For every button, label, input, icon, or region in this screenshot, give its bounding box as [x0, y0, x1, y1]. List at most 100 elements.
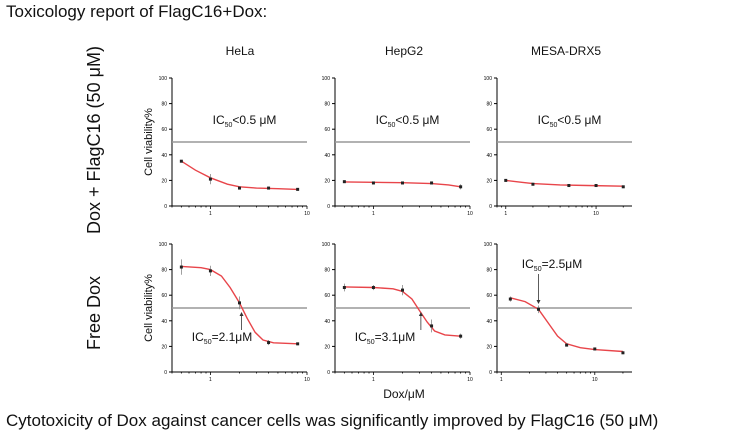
data-point: [208, 269, 212, 273]
y-axis-label: Cell viability%: [143, 274, 155, 342]
ic50-arrowhead: [239, 312, 244, 316]
x-tick-label: 10: [304, 377, 310, 383]
panel-3: 0 20 40 60 80 100 1 10 Cell viability% IC50=2.1μM: [143, 242, 310, 383]
data-point: [342, 180, 346, 184]
figure-caption: Cytotoxicity of Dox against cancer cells…: [6, 411, 659, 430]
y-tick-label: 0: [327, 204, 330, 210]
y-tick-label: 100: [484, 242, 493, 248]
y-tick-label: 60: [486, 127, 492, 133]
ic50-label: IC50<0.5 μM: [376, 113, 440, 129]
data-point: [508, 297, 512, 301]
ic50-label: IC50=2.5μM: [522, 257, 582, 273]
data-point: [208, 177, 212, 181]
y-tick-label: 60: [161, 293, 167, 299]
data-point: [238, 301, 241, 305]
x-tick-label: 10: [467, 211, 473, 217]
y-tick-label: 40: [161, 153, 167, 159]
data-point: [536, 307, 540, 311]
y-tick-label: 20: [161, 178, 167, 184]
y-tick-label: 20: [324, 344, 330, 350]
panel-0: 0 20 40 60 80 100 1 10 Cell viability% IC50<0.5 μ…: [143, 76, 310, 217]
data-point: [430, 324, 434, 328]
y-tick-label: 80: [161, 268, 167, 274]
y-tick-label: 100: [322, 242, 331, 248]
data-point: [504, 178, 508, 182]
x-axis-label: Dox/μM: [383, 387, 425, 401]
data-point: [621, 185, 625, 189]
fit-curve: [344, 286, 461, 337]
fit-curve: [505, 179, 624, 187]
x-tick-label: 1: [209, 377, 212, 383]
y-tick-label: 80: [161, 102, 167, 108]
ic50-label: IC50<0.5 μM: [213, 113, 277, 129]
data-point: [621, 351, 625, 355]
data-point: [459, 334, 463, 338]
data-point: [430, 181, 434, 185]
fit-curve: [510, 297, 623, 353]
y-tick-label: 60: [161, 127, 167, 133]
y-tick-label: 20: [324, 178, 330, 184]
y-tick-label: 40: [161, 319, 167, 325]
y-tick-label: 40: [486, 319, 492, 325]
y-tick-label: 100: [484, 76, 493, 82]
data-point: [565, 343, 569, 347]
data-point: [594, 184, 598, 188]
y-tick-label: 60: [324, 127, 330, 133]
y-tick-label: 0: [327, 370, 330, 376]
y-tick-label: 60: [486, 293, 492, 299]
y-tick-label: 40: [486, 153, 492, 159]
y-tick-label: 80: [486, 102, 492, 108]
x-tick-label: 10: [467, 377, 473, 383]
y-tick-label: 40: [324, 153, 330, 159]
data-point: [238, 186, 241, 190]
y-tick-label: 40: [324, 319, 330, 325]
y-tick-label: 80: [324, 268, 330, 274]
data-point: [371, 181, 375, 185]
x-tick-label: 10: [304, 211, 310, 217]
x-tick-label: 1: [372, 211, 375, 217]
ic50-arrowhead: [418, 312, 423, 316]
fit-curve: [181, 160, 298, 191]
column-label-mesa-drx5: MESA-DRX5: [530, 44, 602, 58]
data-point: [296, 187, 300, 191]
data-point: [179, 159, 183, 163]
ic50-label: IC50<0.5 μM: [538, 113, 602, 129]
panel-1: 0 20 40 60 80 100 1 10 IC50<0.5 μM: [322, 76, 473, 217]
data-point: [459, 185, 463, 189]
data-point: [267, 341, 271, 345]
y-tick-label: 20: [486, 178, 492, 184]
y-tick-label: 0: [489, 204, 492, 210]
y-tick-label: 100: [159, 76, 168, 82]
x-tick-label: 10: [592, 377, 598, 383]
column-label-hela: HeLa: [225, 44, 255, 58]
y-axis-label: Cell viability%: [143, 108, 155, 176]
data-point: [267, 186, 271, 190]
data-point: [401, 181, 404, 185]
data-point: [342, 286, 346, 290]
panel-2: 0 20 40 60 80 100 1 10 IC50<0.5 μM: [484, 76, 632, 217]
x-tick-label: 1: [372, 377, 375, 383]
ic50-label: IC50=2.1μM: [192, 330, 252, 346]
data-point: [593, 347, 597, 351]
y-tick-label: 20: [486, 344, 492, 350]
data-point: [296, 342, 300, 346]
panel-4: 0 20 40 60 80 100 1 10 IC50=3.1μM: [322, 242, 473, 383]
data-point: [401, 288, 404, 292]
x-tick-label: 1: [504, 211, 507, 217]
y-tick-label: 0: [164, 204, 167, 210]
ic50-label: IC50=3.1μM: [355, 330, 415, 346]
data-point: [371, 286, 375, 290]
panel-5: 0 20 40 60 80 100 1 10 IC50=2.5μM: [484, 242, 632, 383]
ic50-arrowhead: [536, 300, 541, 304]
data-point: [567, 184, 571, 188]
y-tick-label: 100: [159, 242, 168, 248]
y-tick-label: 0: [489, 370, 492, 376]
data-point: [179, 265, 183, 269]
x-tick-label: 1: [500, 377, 503, 383]
column-label-hepg2: HepG2: [384, 44, 424, 58]
x-tick-label: 1: [209, 211, 212, 217]
x-tick-label: 10: [593, 211, 599, 217]
report-heading: Toxicology report of FlagC16+Dox:: [6, 2, 268, 21]
fit-curve: [344, 181, 461, 188]
